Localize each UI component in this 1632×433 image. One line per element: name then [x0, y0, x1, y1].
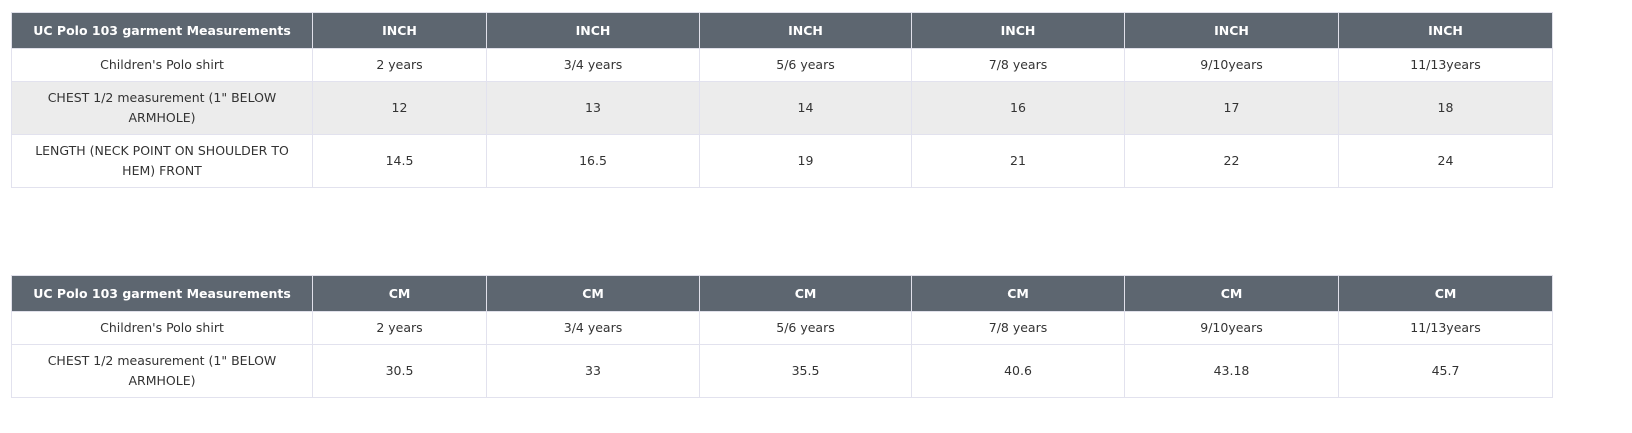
table-title: UC Polo 103 garment Measurements: [11, 275, 313, 312]
measurement-cell: 13: [486, 81, 700, 135]
measurement-cell: 24: [1338, 134, 1553, 188]
measurement-cell: 7/8 years: [911, 311, 1125, 345]
row-label: Children's Polo shirt: [11, 48, 313, 82]
measurement-cell: 45.7: [1338, 344, 1553, 398]
measurement-cell: 19: [699, 134, 912, 188]
measurement-cell: 18: [1338, 81, 1553, 135]
table-row: Children's Polo shirt 2 years 3/4 years 5/6…: [11, 48, 1553, 82]
measurement-cell: 12: [312, 81, 487, 135]
measurement-cell: 16.5: [486, 134, 700, 188]
measurement-cell: 9/10years: [1124, 48, 1339, 82]
table-row: CHEST 1/2 measurement (1" BELOW ARMHOLE)…: [11, 81, 1553, 135]
measurement-cell: 14.5: [312, 134, 487, 188]
measurement-cell: 22: [1124, 134, 1339, 188]
measurement-cell: 35.5: [699, 344, 912, 398]
table-row: LENGTH (NECK POINT ON SHOULDER TO HEM) F…: [11, 134, 1553, 188]
measurement-cell: 16: [911, 81, 1125, 135]
measurement-cell: 30.5: [312, 344, 487, 398]
unit-header: CM: [486, 275, 700, 312]
measurement-cell: 2 years: [312, 48, 487, 82]
unit-header: INCH: [1338, 12, 1553, 49]
table-row: CHEST 1/2 measurement (1" BELOW ARMHOLE)…: [11, 344, 1553, 398]
unit-header: INCH: [911, 12, 1125, 49]
table-title: UC Polo 103 garment Measurements: [11, 12, 313, 49]
unit-header: INCH: [312, 12, 487, 49]
cm-measurements-table: UC Polo 103 garment Measurements CM CM CM CM…: [11, 275, 1553, 398]
unit-header: CM: [699, 275, 912, 312]
row-label: CHEST 1/2 measurement (1" BELOW ARMHOLE): [11, 81, 313, 135]
measurement-cell: 43.18: [1124, 344, 1339, 398]
measurement-cell: 7/8 years: [911, 48, 1125, 82]
row-label: Children's Polo shirt: [11, 311, 313, 345]
measurement-cell: 9/10years: [1124, 311, 1339, 345]
measurement-cell: 5/6 years: [699, 311, 912, 345]
row-label: LENGTH (NECK POINT ON SHOULDER TO HEM) F…: [11, 134, 313, 188]
unit-header: INCH: [1124, 12, 1339, 49]
measurement-cell: 3/4 years: [486, 48, 700, 82]
measurement-cell: 40.6: [911, 344, 1125, 398]
measurement-cell: 11/13years: [1338, 48, 1553, 82]
measurement-cell: 21: [911, 134, 1125, 188]
unit-header: CM: [312, 275, 487, 312]
row-label: CHEST 1/2 measurement (1" BELOW ARMHOLE): [11, 344, 313, 398]
measurement-cell: 11/13years: [1338, 311, 1553, 345]
measurement-cell: 3/4 years: [486, 311, 700, 345]
unit-header: INCH: [486, 12, 700, 49]
table-row: Children's Polo shirt 2 years 3/4 years 5/6…: [11, 311, 1553, 345]
unit-header: INCH: [699, 12, 912, 49]
unit-header: CM: [911, 275, 1125, 312]
unit-header: CM: [1338, 275, 1553, 312]
inch-measurements-table: UC Polo 103 garment Measurements INCH INCH…: [11, 12, 1553, 188]
unit-header: CM: [1124, 275, 1339, 312]
measurement-cell: 5/6 years: [699, 48, 912, 82]
measurement-cell: 2 years: [312, 311, 487, 345]
header-row: UC Polo 103 garment Measurements CM CM CM CM…: [11, 275, 1553, 312]
measurement-cell: 33: [486, 344, 700, 398]
measurement-cell: 17: [1124, 81, 1339, 135]
measurement-cell: 14: [699, 81, 912, 135]
header-row: UC Polo 103 garment Measurements INCH INCH…: [11, 12, 1553, 49]
